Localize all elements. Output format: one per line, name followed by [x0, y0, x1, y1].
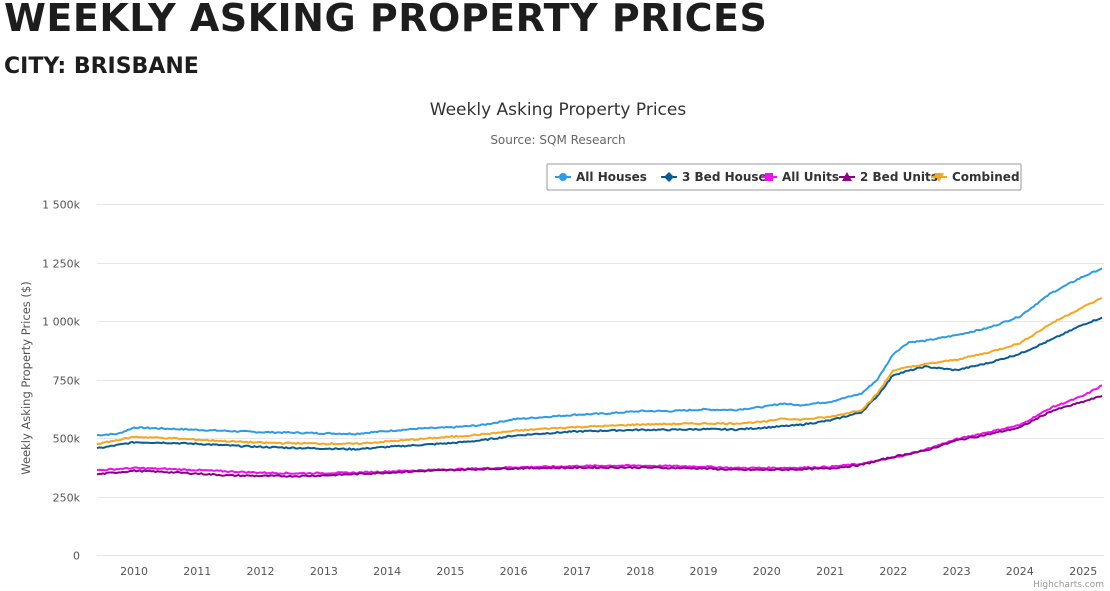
x-tick-label: 2016 — [500, 565, 528, 578]
chart-title: Weekly Asking Property Prices — [430, 100, 687, 120]
y-tick-label: 500k — [53, 433, 81, 446]
legend-label[interactable]: All Houses — [576, 170, 647, 184]
y-tick-label: 1 000k — [42, 316, 80, 329]
x-tick-label: 2010 — [120, 565, 148, 578]
x-tick-label: 2018 — [626, 565, 654, 578]
x-tick-label: 2014 — [373, 565, 401, 578]
y-tick-label: 250k — [53, 492, 81, 505]
legend-marker-triangle — [842, 172, 852, 181]
legend-label[interactable]: 3 Bed Houses — [682, 170, 774, 184]
x-axis-ticks: 2010 2011 2012 2013 2014 2015 2016 2017 2018 2019… — [120, 565, 1097, 578]
legend-item-3-bed-houses[interactable]: 3 Bed Houses — [661, 170, 774, 184]
x-tick-label: 2012 — [247, 565, 275, 578]
chart-subtitle: Source: SQM Research — [490, 133, 625, 147]
x-tick-label: 2015 — [436, 565, 464, 578]
legend-marker-square — [765, 173, 773, 181]
chart-legend: All Houses 3 Bed Houses All Units 2 Bed Uni… — [546, 163, 1022, 191]
series-line-2-bed-units[interactable] — [96, 394, 1103, 478]
x-tick-label: 2019 — [689, 565, 717, 578]
chart-credits[interactable]: Highcharts.com — [1033, 580, 1104, 590]
legend-label[interactable]: All Units — [782, 170, 839, 184]
x-tick-label: 2021 — [816, 565, 844, 578]
series-line-all-units[interactable] — [97, 384, 1103, 475]
x-tick-label: 2022 — [879, 565, 907, 578]
page-subheading: CITY: BRISBANE — [4, 54, 199, 79]
legend-marker-circle — [559, 173, 567, 181]
x-tick-label: 2025 — [1069, 565, 1097, 578]
legend-item-all-units[interactable]: All Units — [761, 170, 839, 184]
series-line-all-houses[interactable] — [96, 267, 1103, 437]
x-tick-label: 2023 — [943, 565, 971, 578]
series-line-combined[interactable] — [96, 297, 1103, 446]
y-tick-label: 1 250k — [42, 258, 80, 271]
legend-label[interactable]: 2 Bed Units — [860, 170, 938, 184]
y-axis-title: Weekly Asking Property Prices ($) — [19, 281, 33, 474]
x-tick-label: 2013 — [310, 565, 338, 578]
x-tick-label: 2011 — [183, 565, 211, 578]
legend-item-2-bed-units[interactable]: 2 Bed Units — [839, 170, 938, 184]
legend-marker-triangle-down — [934, 173, 944, 182]
legend-marker-diamond — [664, 172, 674, 182]
x-tick-label: 2024 — [1006, 565, 1034, 578]
y-tick-label: 0 — [73, 550, 80, 563]
x-tick-label: 2020 — [753, 565, 781, 578]
legend-item-all-houses[interactable]: All Houses — [555, 170, 647, 184]
y-tick-label: 750k — [53, 375, 81, 388]
y-axis-ticks: 0 250k 500k 750k 1 000k 1 250k 1 500k — [42, 199, 80, 563]
series-lines — [96, 267, 1103, 478]
series-line-3-bed-houses[interactable] — [96, 316, 1103, 451]
y-tick-label: 1 500k — [42, 199, 80, 212]
legend-item-combined[interactable]: Combined — [931, 170, 1020, 184]
legend-box — [546, 163, 1022, 191]
legend-label[interactable]: Combined — [952, 170, 1020, 184]
gridlines — [97, 204, 1104, 556]
x-tick-label: 2017 — [563, 565, 591, 578]
page-heading: WEEKLY ASKING PROPERTY PRICES — [4, 0, 768, 40]
